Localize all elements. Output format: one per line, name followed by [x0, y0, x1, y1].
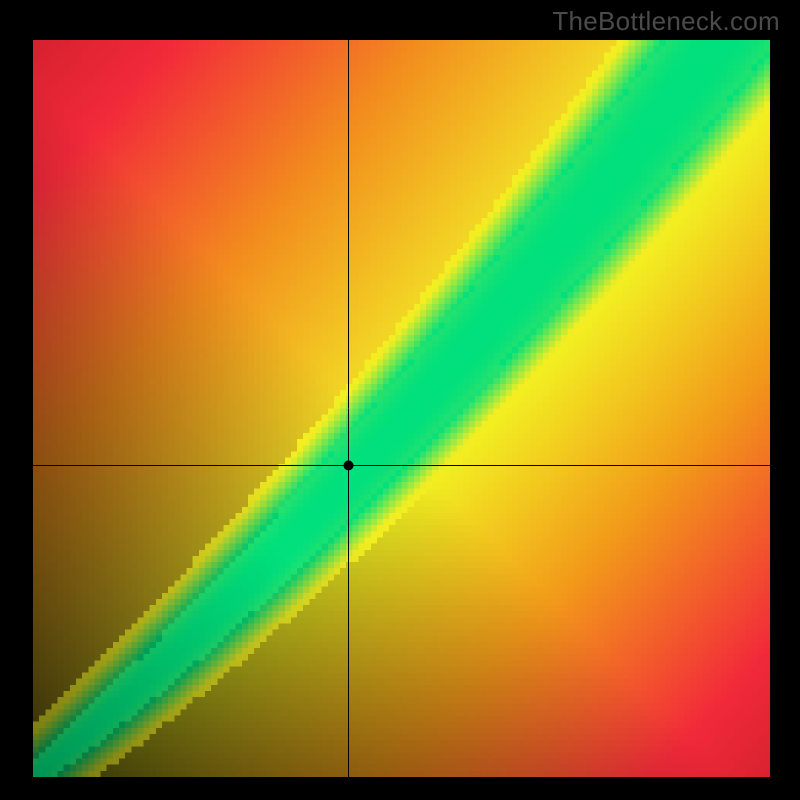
watermark-text: TheBottleneck.com	[552, 6, 780, 37]
stage: TheBottleneck.com	[0, 0, 800, 800]
crosshair-overlay	[33, 40, 770, 777]
